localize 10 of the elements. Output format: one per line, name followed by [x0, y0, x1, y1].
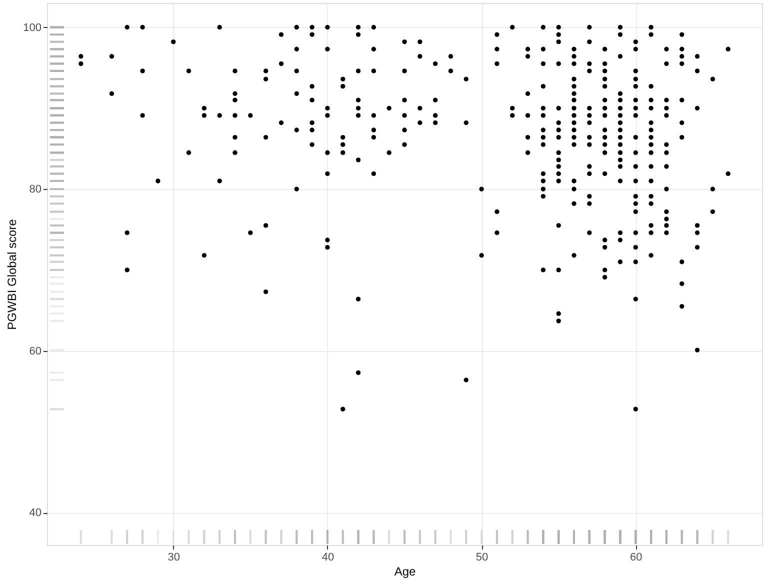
x-tick-label: 40 — [322, 552, 334, 564]
x-axis-title: Age — [394, 564, 416, 578]
x-tick-label: 50 — [476, 552, 488, 564]
y-axis-title: PGWBI Global score — [5, 218, 20, 330]
x-tick-label: 60 — [630, 552, 642, 564]
y-tick-label: 80 — [29, 184, 42, 196]
y-tick-label: 60 — [29, 345, 42, 358]
x-tick-label: 30 — [168, 552, 180, 564]
y-tick-label: 100 — [23, 22, 42, 34]
y-tick-label: 40 — [29, 507, 42, 520]
